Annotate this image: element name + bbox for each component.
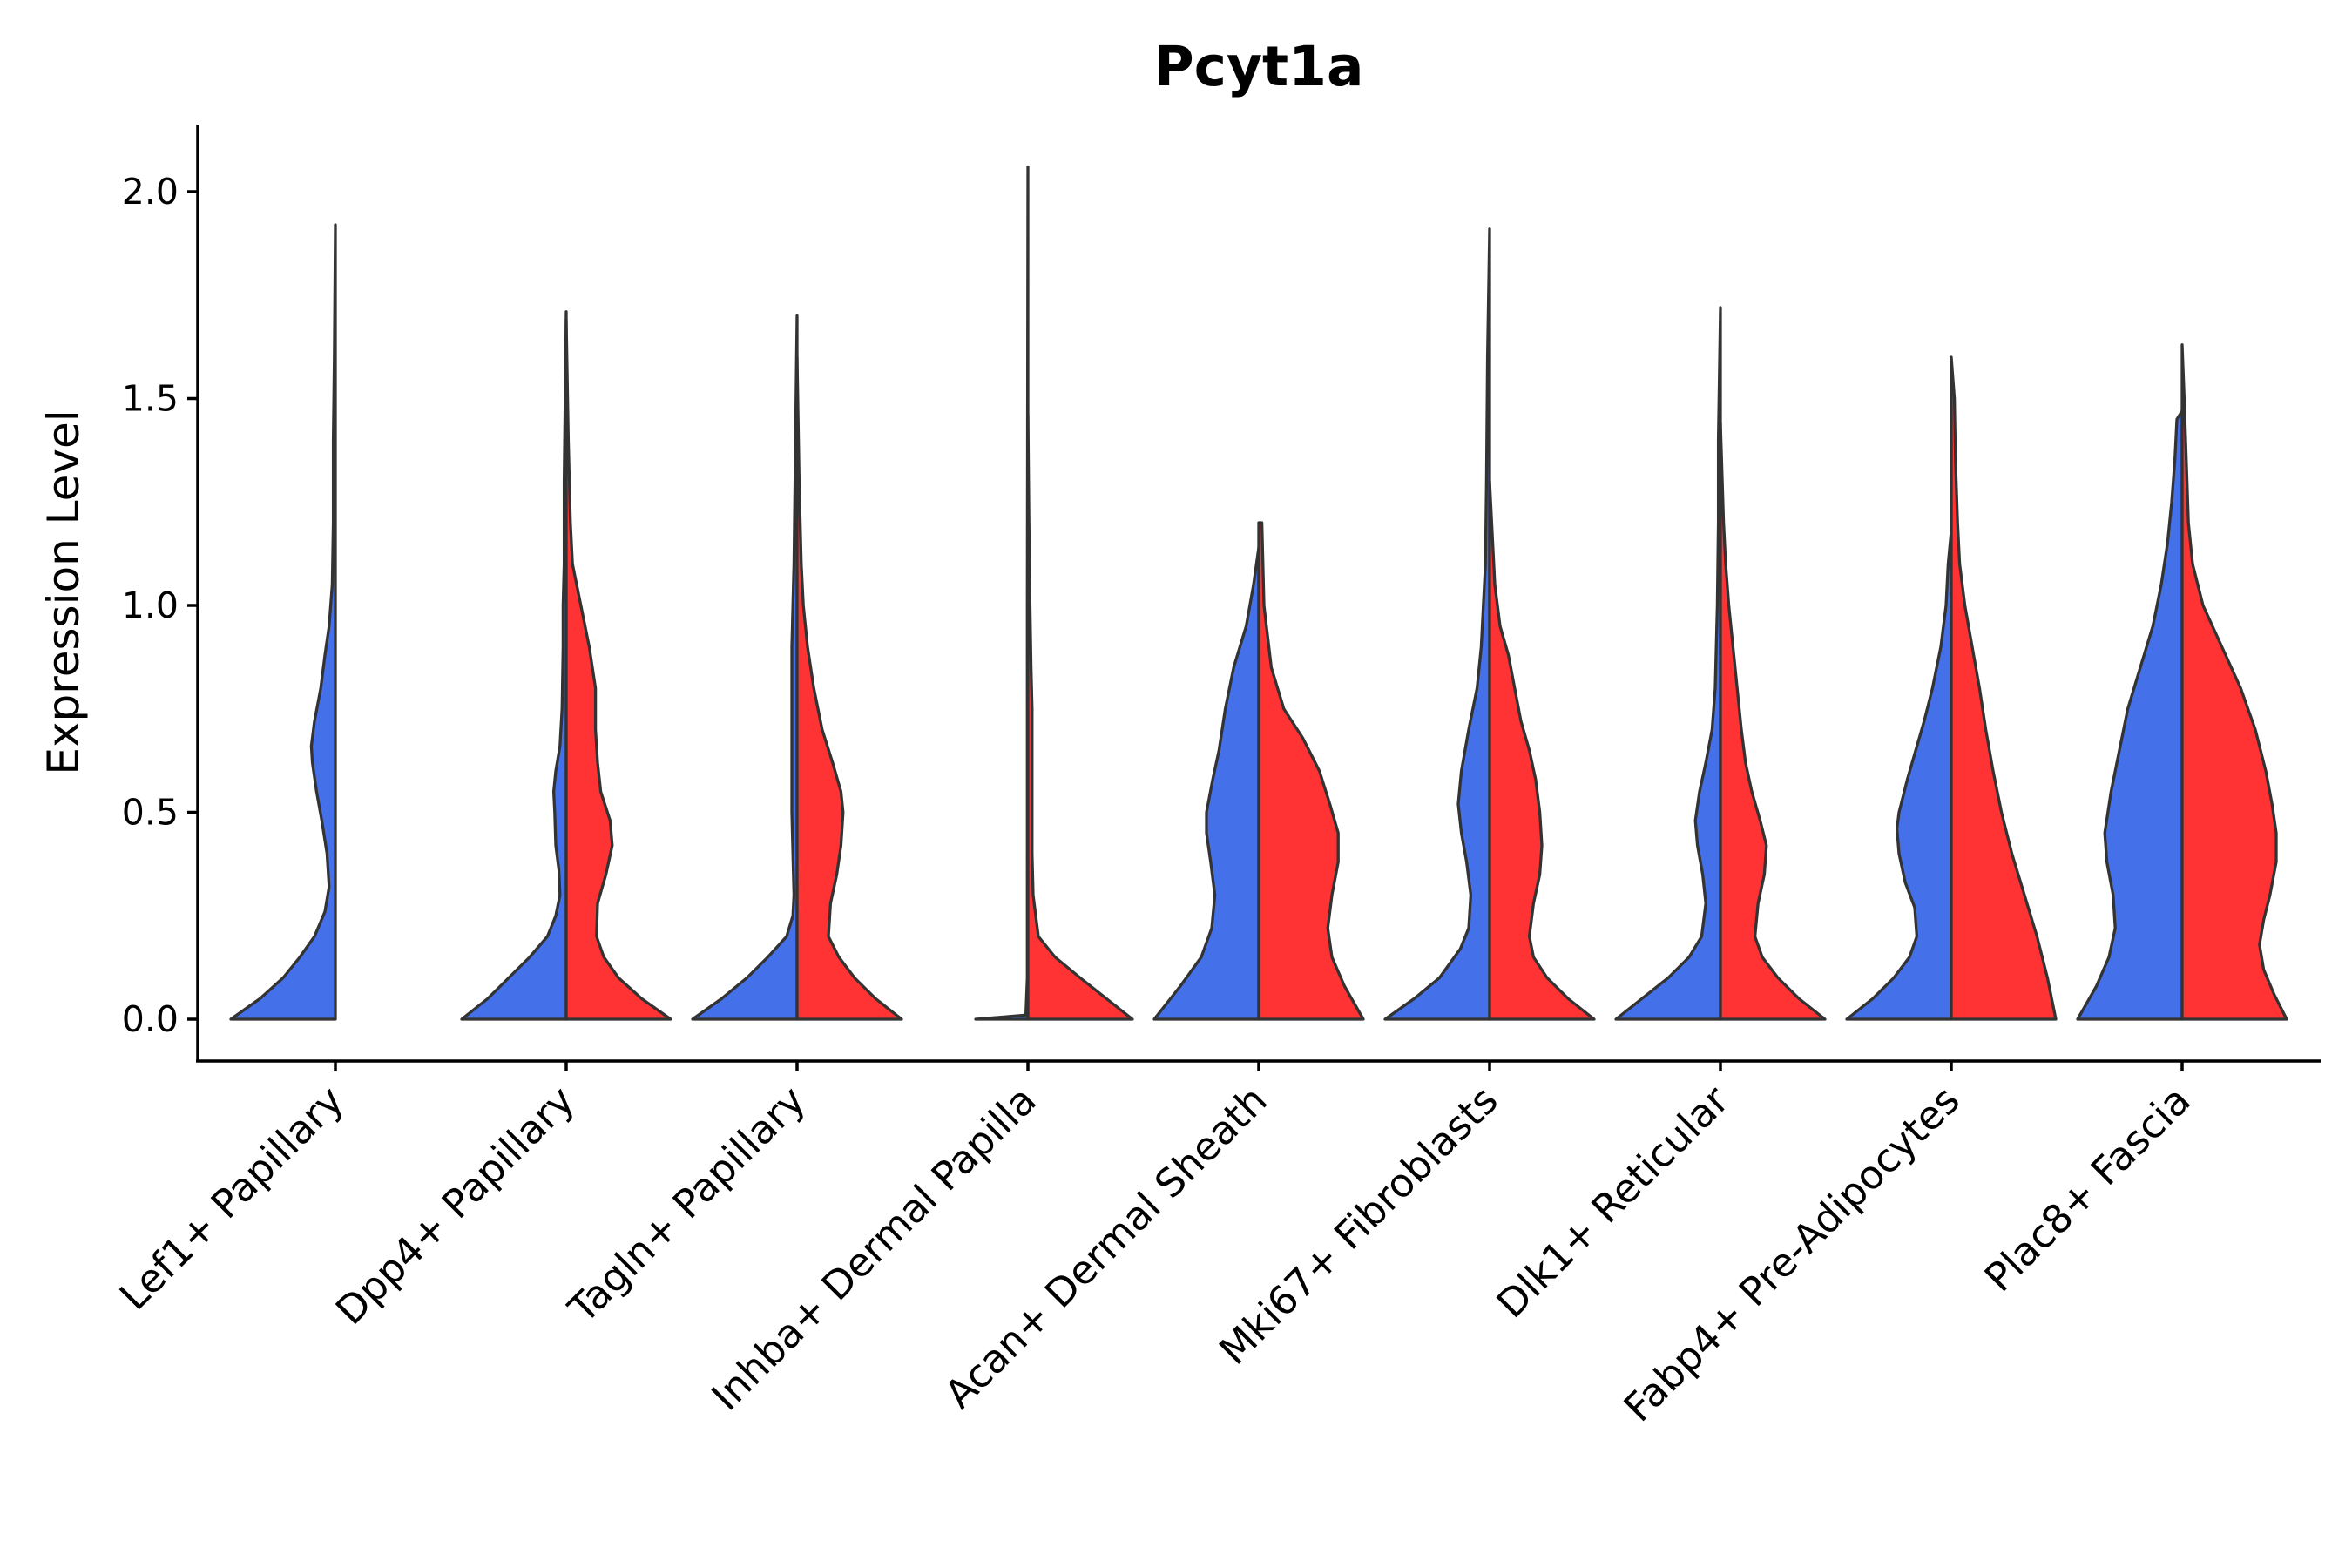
y-tick-label: 0.5 (122, 792, 179, 834)
y-tick-label: 0.0 (122, 998, 179, 1040)
y-tick-label: 2.0 (122, 171, 179, 213)
x-tick-label: Tagln+ Papillary (559, 1077, 814, 1332)
violin-right-1 (564, 318, 672, 1021)
x-tick-label: Dlk1+ Reticular (1488, 1077, 1738, 1327)
y-axis-ticks: 0.0 0.5 1.0 1.5 2.0 (122, 171, 198, 1040)
x-tick-label: Plac8+ Fascia (1976, 1077, 2200, 1301)
violin-right-8 (2180, 343, 2288, 1021)
violin-right-3 (1026, 413, 1134, 1021)
violin-right-5 (1488, 479, 1596, 1021)
y-tick-label: 1.0 (122, 585, 179, 626)
chart-title: Pcyt1a (1153, 35, 1363, 98)
violin-right-7 (1950, 355, 2058, 1021)
violin-right-4 (1257, 521, 1365, 1021)
violin-right-2 (795, 355, 903, 1021)
violin-left-2 (691, 314, 799, 1021)
violin-left-0 (229, 223, 337, 1021)
violin-left-8 (2076, 409, 2184, 1021)
y-tick-label: 1.5 (122, 378, 179, 420)
x-tick-label: Dpp4+ Papillary (327, 1077, 584, 1334)
violin-right-6 (1719, 422, 1827, 1021)
violin-left-7 (1845, 529, 1953, 1021)
y-axis-label: Expression Level (38, 409, 89, 774)
violin-left-1 (460, 310, 568, 1021)
violin-left-4 (1152, 545, 1260, 1021)
violins-layer (229, 165, 2288, 1021)
violin-left-6 (1614, 306, 1722, 1021)
violin-left-3 (974, 165, 1030, 1021)
x-tick-label: Lef1+ Papillary (111, 1077, 353, 1319)
violin-left-5 (1383, 227, 1491, 1021)
